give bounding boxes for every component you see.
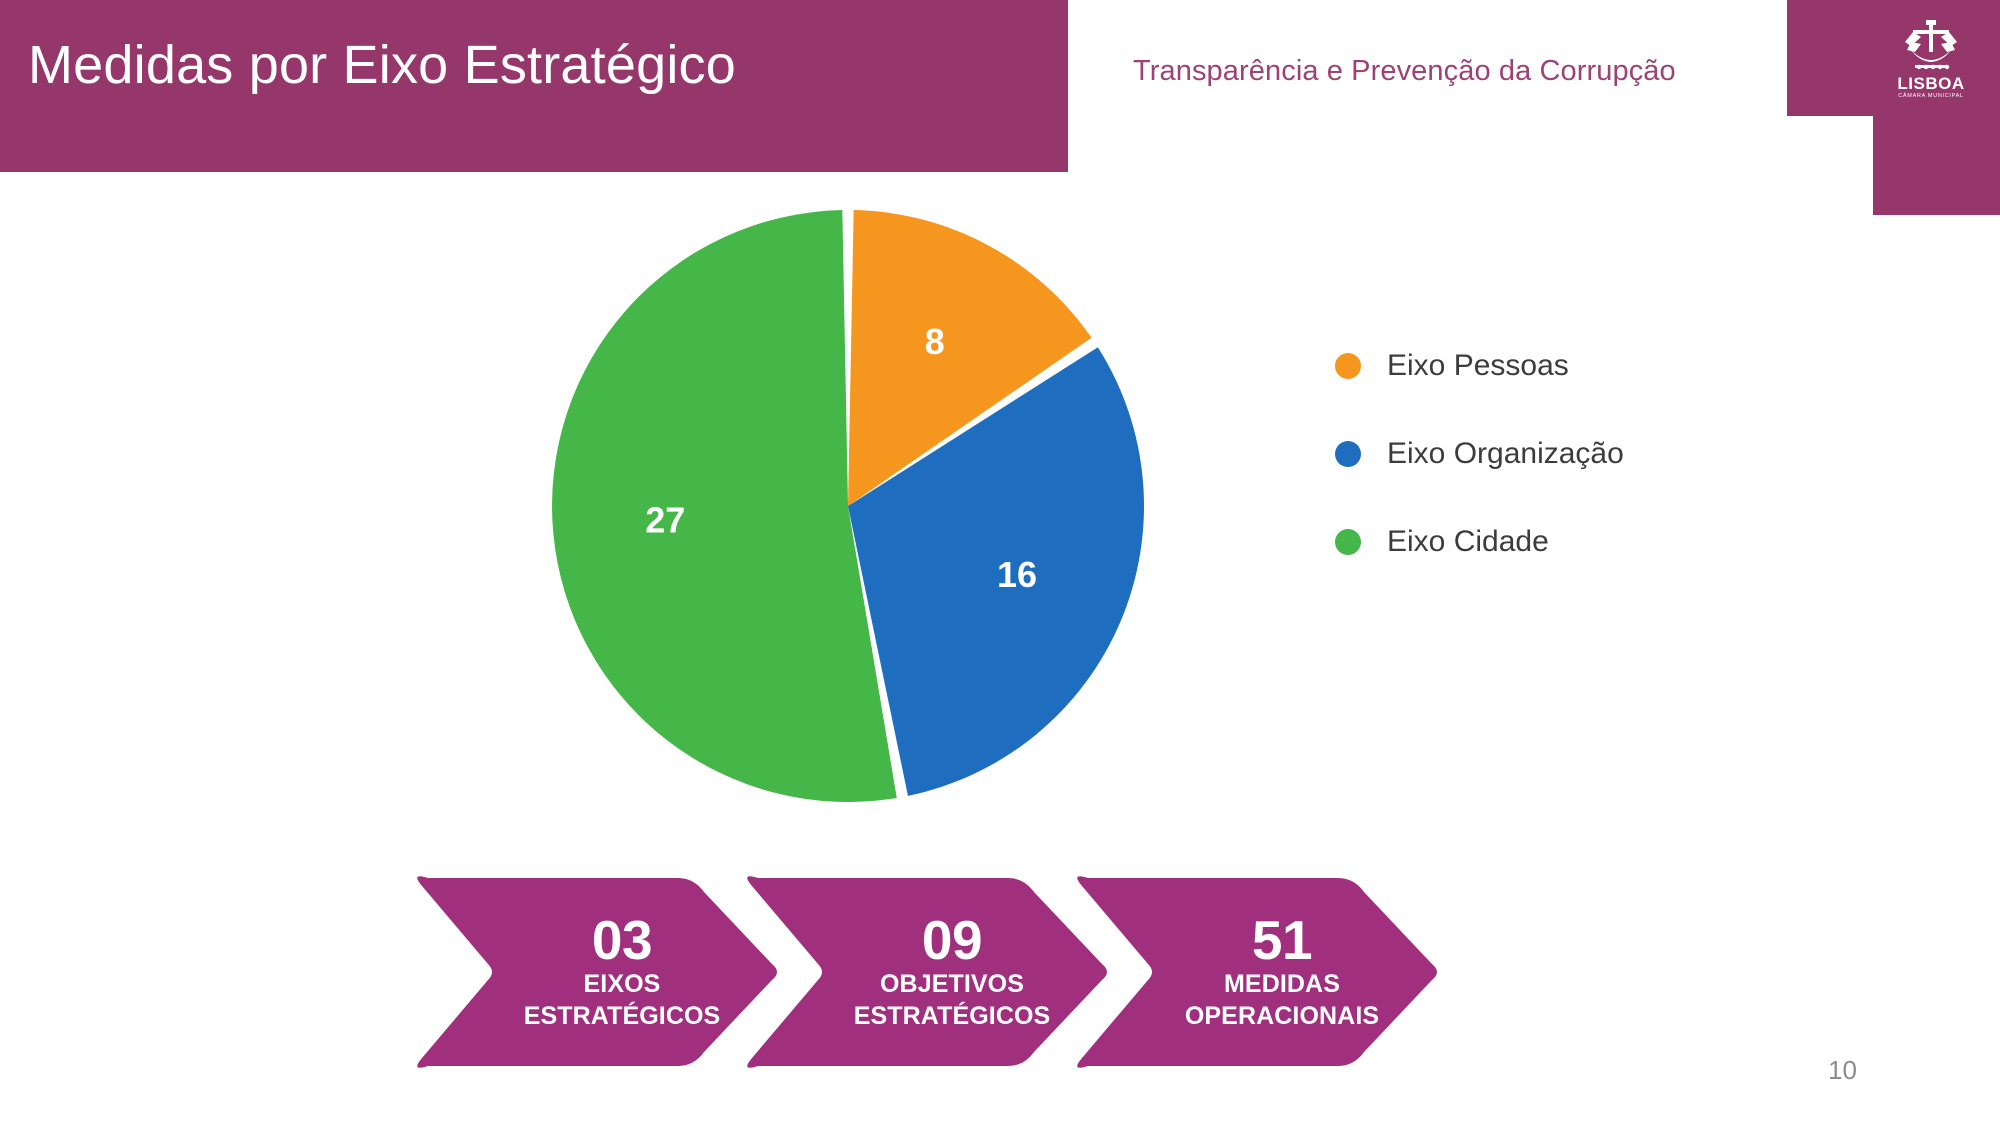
- pie-slice[interactable]: [848, 347, 1144, 796]
- legend-item-label: Eixo Organização: [1387, 437, 1624, 470]
- chart-legend: Eixo Pessoas Eixo Organização Eixo Cidad…: [1335, 322, 1795, 586]
- chevron-line-1: MEDIDAS: [1224, 969, 1340, 998]
- logo-lower-panel: [1873, 116, 2000, 215]
- chevron-number: 03: [591, 908, 653, 971]
- legend-color-swatch-icon: [1335, 353, 1361, 379]
- slide-subtitle: Transparência e Prevenção da Corrupção: [1133, 55, 1676, 87]
- pie-slice-label: 16: [997, 554, 1037, 595]
- pie-chart-svg: 8 16 27: [552, 210, 1144, 802]
- logo-wordmark: LISBOA: [1897, 74, 1965, 93]
- chevron-content: 09 OBJETIVOS ESTRATÉGICOS: [832, 872, 1072, 1072]
- legend-item-label: Eixo Cidade: [1387, 525, 1549, 558]
- pie-chart: 8 16 27: [548, 206, 1148, 806]
- page-title: Medidas por Eixo Estratégico: [28, 35, 736, 95]
- legend-color-swatch-icon: [1335, 529, 1361, 555]
- chevron-shape-icon: [1077, 876, 1437, 1068]
- lisboa-logo: LISBOA CÂMARA MUNICIPAL: [1887, 20, 1975, 110]
- legend-color-swatch-icon: [1335, 441, 1361, 467]
- pie-slice-label: 27: [645, 499, 685, 540]
- chevron-number: 09: [921, 908, 983, 971]
- chevron-line-2: OPERACIONAIS: [1184, 1001, 1380, 1030]
- chevron-number: 51: [1251, 908, 1313, 971]
- lisboa-logo-block: LISBOA CÂMARA MUNICIPAL: [1787, 0, 2000, 215]
- legend-item-eixo-cidade[interactable]: Eixo Cidade: [1335, 498, 1795, 586]
- pie-data-labels: 8 16 27: [645, 321, 1037, 595]
- chevron-banner-objetivos[interactable]: 09 OBJETIVOS ESTRATÉGICOS: [740, 872, 1112, 1072]
- legend-item-eixo-organizacao[interactable]: Eixo Organização: [1335, 410, 1795, 498]
- pie-slice-label: 8: [925, 321, 945, 362]
- chevron-banner-eixos[interactable]: 03 EIXOS ESTRATÉGICOS: [410, 872, 782, 1072]
- chevron-content: 51 MEDIDAS OPERACIONAIS: [1162, 872, 1402, 1072]
- chevron-line-2: ESTRATÉGICOS: [523, 1001, 721, 1030]
- logo-upper-panel: [1787, 0, 2000, 116]
- chevron-banner-medidas[interactable]: 51 MEDIDAS OPERACIONAIS: [1070, 872, 1442, 1072]
- chevron-line-1: EIXOS: [583, 969, 661, 998]
- chevron-line-2: ESTRATÉGICOS: [853, 1001, 1051, 1030]
- chevron-shape-icon: [747, 876, 1107, 1068]
- pie-slices: [552, 210, 1144, 802]
- title-bar: [0, 0, 1068, 172]
- logo-tagline: CÂMARA MUNICIPAL: [1898, 93, 1964, 99]
- pie-slice[interactable]: [848, 210, 1092, 507]
- pie-slice[interactable]: [552, 210, 897, 802]
- legend-item-eixo-pessoas[interactable]: Eixo Pessoas: [1335, 322, 1795, 410]
- chevron-content: 03 EIXOS ESTRATÉGICOS: [502, 872, 742, 1072]
- chevron-line-1: OBJETIVOS: [880, 969, 1024, 998]
- chevron-shape-icon: [417, 876, 777, 1068]
- lisbon-ship-crest-icon: [1905, 20, 1957, 70]
- page-number: 10: [1828, 1055, 1857, 1085]
- legend-item-label: Eixo Pessoas: [1387, 349, 1569, 382]
